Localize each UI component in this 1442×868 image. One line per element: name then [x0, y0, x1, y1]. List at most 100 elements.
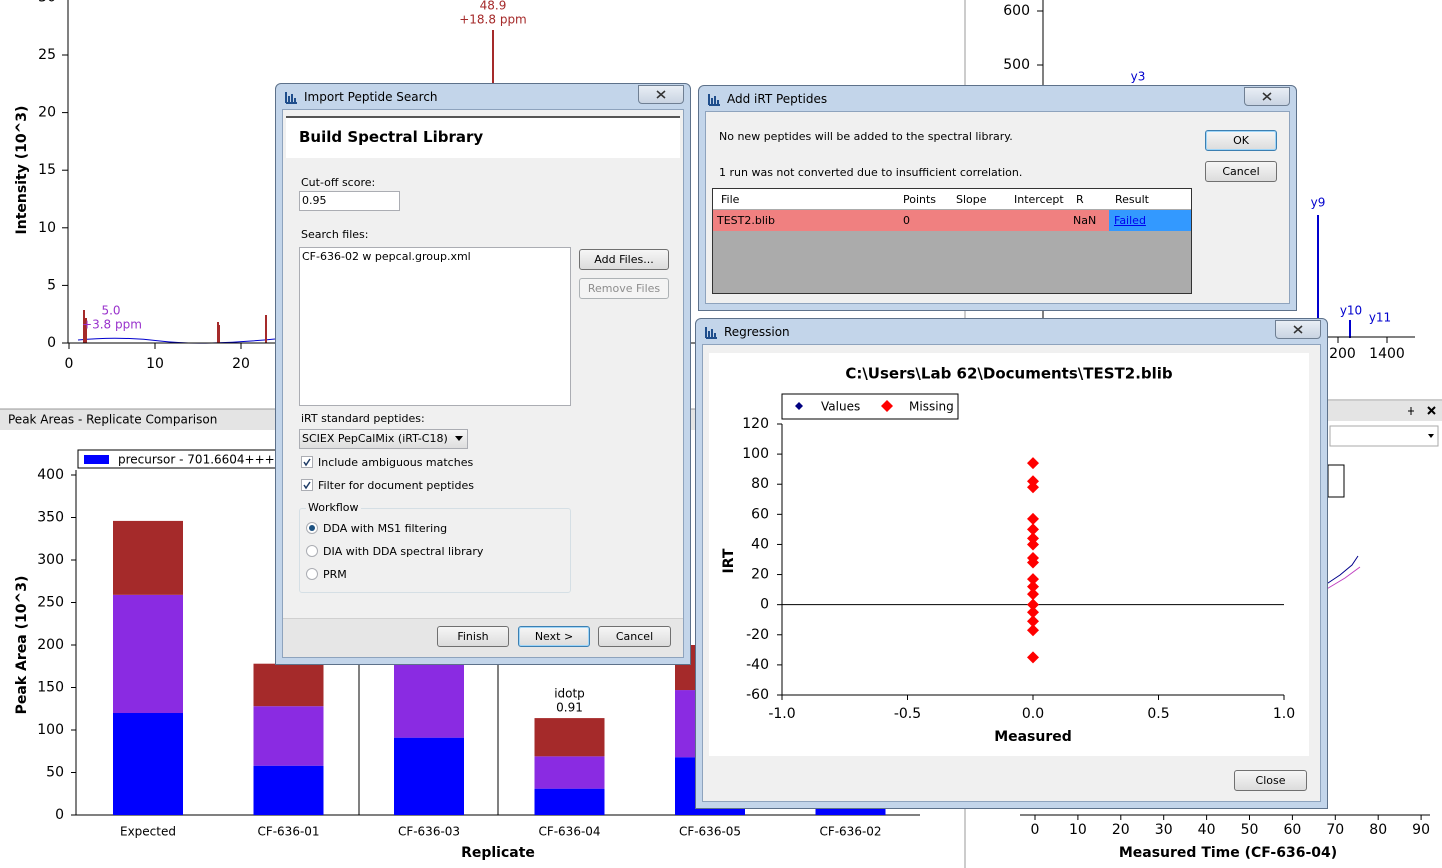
- next-button[interactable]: Next >: [518, 626, 590, 647]
- data-point: [1027, 615, 1039, 628]
- remove-files-button[interactable]: Remove Files: [579, 278, 669, 299]
- radio[interactable]: [306, 522, 318, 534]
- label: iRT standard peptides:: [301, 412, 425, 425]
- x-tick-label: 10: [1069, 822, 1087, 838]
- file-item[interactable]: CF-636-02 w pepcal.group.xml: [302, 250, 471, 263]
- ion-label: y11: [1369, 311, 1391, 325]
- cutoff-input[interactable]: 0.95: [299, 191, 400, 211]
- checkbox[interactable]: [301, 456, 313, 468]
- y-tick-label: 5: [47, 277, 56, 293]
- bar-segment: [534, 756, 605, 789]
- checkbox-label: Filter for document peptides: [318, 479, 474, 492]
- pin-icon[interactable]: [1408, 407, 1414, 415]
- file-list[interactable]: CF-636-02 w pepcal.group.xml: [299, 247, 571, 406]
- irt-select[interactable]: SCIEX PepCalMix (iRT-C18): [299, 429, 468, 449]
- bar-segment: [113, 713, 183, 815]
- message: No new peptides will be added to the spe…: [719, 130, 1013, 143]
- label: Cut-off score:: [301, 176, 376, 189]
- x-tick-label: -1.0: [768, 706, 795, 722]
- data-point: [1027, 556, 1039, 569]
- legend: [781, 393, 959, 420]
- legend-label: precursor - 701.6604+++: [118, 453, 275, 467]
- radio[interactable]: [306, 545, 318, 557]
- data-point: [1027, 512, 1039, 525]
- ok-button[interactable]: OK: [1205, 130, 1277, 151]
- data-point: [1027, 532, 1039, 545]
- x-tick-label: CF-636-02: [819, 825, 881, 839]
- x-axis-label: Measured: [994, 729, 1072, 745]
- panel-title: Peak Areas - Replicate Comparison: [8, 413, 217, 427]
- y-tick-label: -40: [746, 657, 769, 673]
- data-point: [1027, 588, 1039, 601]
- radio-label: DIA with DDA spectral library: [323, 545, 484, 558]
- close-icon[interactable]: [1427, 406, 1436, 415]
- workflow-group: [299, 508, 571, 593]
- failed-link[interactable]: Failed: [1114, 214, 1146, 227]
- bar-segment: [253, 706, 324, 766]
- legend-marker: [795, 402, 803, 410]
- checkbox-label: Include ambiguous matches: [318, 456, 474, 469]
- x-tick-label: 80: [1369, 822, 1387, 838]
- x-tick-label: 70: [1326, 822, 1344, 838]
- radio-label: PRM: [323, 568, 347, 581]
- dropdown[interactable]: [1329, 425, 1439, 447]
- data-point: [1027, 481, 1039, 494]
- x-tick-label: 90: [1412, 822, 1430, 838]
- y-tick-label: 15: [38, 162, 56, 178]
- y-tick-label: 200: [37, 637, 64, 653]
- grid-header: [713, 189, 1191, 209]
- y-tick-label: 350: [37, 510, 64, 526]
- ion-label: y9: [1311, 196, 1326, 210]
- legend-marker: [881, 400, 893, 412]
- data-point: [1027, 606, 1039, 619]
- y-tick-label: 25: [38, 47, 56, 63]
- add-files-button[interactable]: Add Files...: [579, 249, 669, 270]
- cell: TEST2.blib: [717, 214, 775, 227]
- select-text: SCIEX PepCalMix (iRT-C18): [302, 432, 448, 445]
- selected-cell[interactable]: [1109, 210, 1191, 231]
- x-tick-label: 40: [1198, 822, 1216, 838]
- y-tick-label: 0: [55, 807, 64, 823]
- cancel-button[interactable]: Cancel: [1205, 161, 1277, 182]
- close-button[interactable]: [638, 85, 684, 104]
- cancel-button[interactable]: Cancel: [598, 626, 671, 647]
- close-dialog-button[interactable]: Close: [1234, 770, 1307, 791]
- close-button[interactable]: [1275, 320, 1321, 339]
- spectrum-trace: [77, 337, 276, 344]
- finish-button[interactable]: Finish: [437, 626, 509, 647]
- x-tick-label: Expected: [120, 825, 176, 839]
- x-tick-label: CF-636-04: [538, 825, 600, 839]
- legend-box: [1327, 464, 1345, 498]
- column-header: Slope: [956, 193, 987, 206]
- trend-line: [1324, 566, 1361, 591]
- y-tick-label: 500: [1003, 57, 1030, 73]
- radio[interactable]: [306, 568, 318, 580]
- peak-annotation: +3.8 ppm: [82, 318, 142, 332]
- checkbox[interactable]: [301, 479, 313, 491]
- y-tick-label: 150: [37, 680, 64, 696]
- input-text: 0.95: [302, 194, 327, 207]
- x-tick-label: 1400: [1369, 346, 1405, 362]
- app-icon: [705, 327, 717, 339]
- label: Search files:: [301, 228, 369, 241]
- app-icon: [285, 92, 297, 104]
- column-header: Result: [1115, 193, 1149, 206]
- bar-segment: [253, 663, 324, 707]
- peak-annotation: 5.0: [101, 304, 120, 318]
- y-axis-label: IRT: [721, 548, 737, 573]
- bar-segment: [113, 594, 183, 713]
- annotation-value: 0.91: [556, 701, 583, 715]
- legend-label: Missing: [909, 400, 954, 414]
- dialog-title: Add iRT Peptides: [727, 92, 828, 106]
- data-point: [1027, 651, 1039, 664]
- y-tick-label: 100: [742, 446, 769, 462]
- x-tick-label: 20: [1112, 822, 1130, 838]
- close-button[interactable]: [1244, 87, 1290, 106]
- ion-label: y10: [1340, 304, 1362, 318]
- y-tick-label: 400: [37, 467, 64, 483]
- data-point: [1027, 573, 1039, 586]
- y-axis-label: Peak Area (10^3): [14, 576, 30, 715]
- column-header: Intercept: [1014, 193, 1064, 206]
- grid-row[interactable]: [713, 210, 1109, 231]
